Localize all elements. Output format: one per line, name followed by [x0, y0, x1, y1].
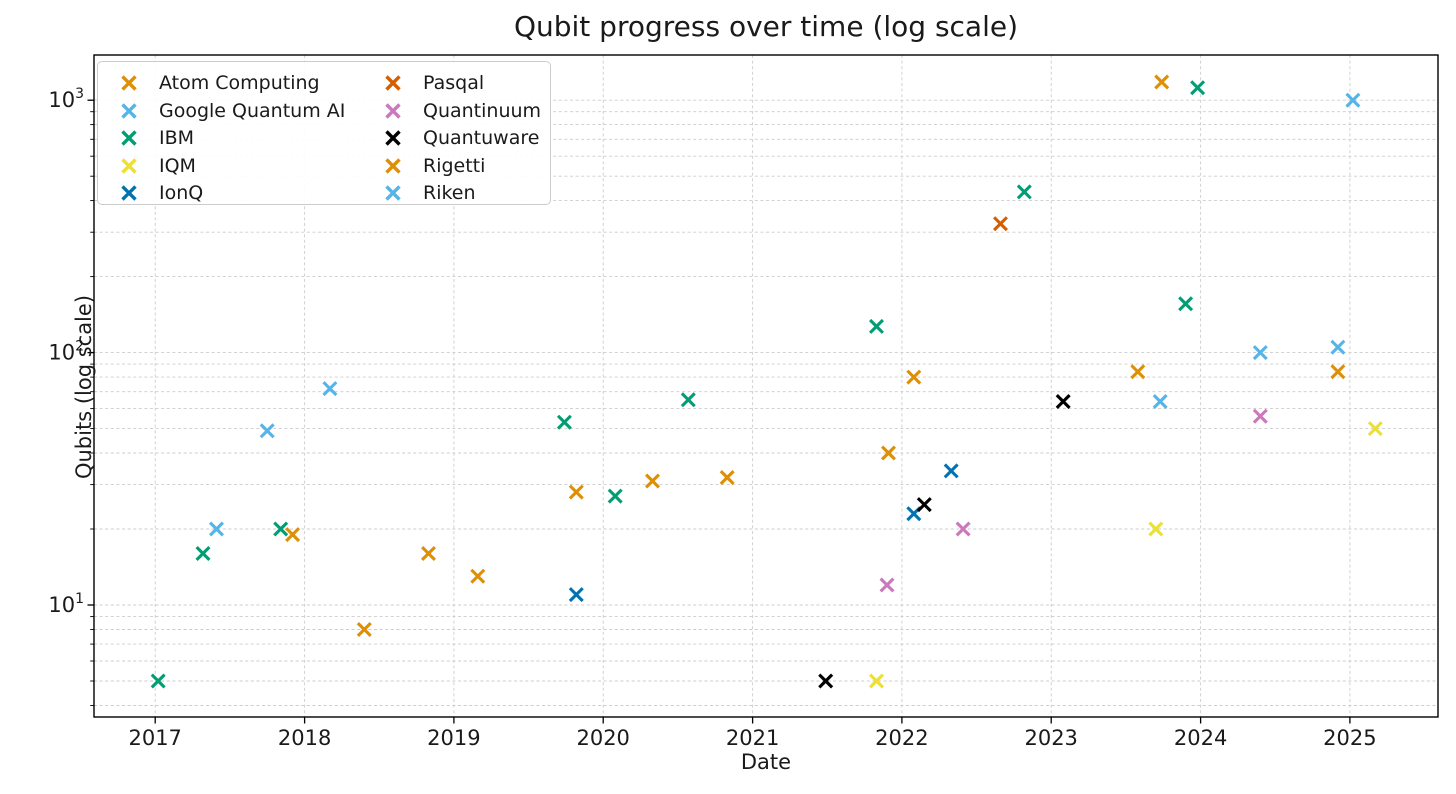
legend-label: IQM: [159, 154, 196, 177]
legend-entry-riken: Riken: [383, 179, 476, 207]
legend-marker-x-icon: [385, 158, 401, 174]
x-tick-label: 2020: [576, 726, 629, 750]
data-point-ibm: [680, 392, 696, 408]
data-point-quantuware: [818, 673, 834, 689]
y-axis-label: Qubits (log scale): [72, 294, 96, 480]
legend-marker-x-icon: [121, 102, 137, 119]
legend-entry-iqm: IQM: [119, 152, 196, 180]
data-point-ibm: [150, 673, 166, 689]
x-tick-label: 2025: [1323, 726, 1376, 750]
data-point-atom-computing: [1154, 74, 1170, 90]
data-point-riken: [1345, 92, 1361, 108]
data-point-google-quantum-ai: [322, 381, 338, 397]
plot-frame: [93, 54, 1439, 718]
data-point-google-quantum-ai: [1252, 345, 1268, 361]
x-tick-label: 2021: [726, 726, 779, 750]
legend-label: IBM: [159, 127, 195, 150]
x-tick-label: 2019: [427, 726, 480, 750]
data-point-ibm: [1178, 296, 1194, 312]
data-point-rigetti: [1130, 364, 1146, 380]
data-point-google-quantum-ai: [1330, 339, 1346, 355]
data-point-quantinuum: [955, 521, 971, 537]
data-point-ibm: [195, 546, 211, 561]
data-point-ionq: [568, 587, 584, 603]
data-point-rigetti: [470, 568, 486, 584]
x-tick-label: 2023: [1024, 726, 1077, 750]
data-point-rigetti: [356, 622, 372, 637]
legend-label: Pasqal: [423, 72, 485, 94]
data-point-google-quantum-ai: [209, 521, 224, 537]
y-tick-label: 101: [48, 591, 84, 617]
legend-marker-x-icon: [121, 75, 137, 91]
data-point-rigetti: [568, 484, 584, 500]
data-point-rigetti: [881, 445, 896, 461]
chart-title: Qubit progress over time (log scale): [513, 10, 1019, 43]
data-point-rigetti: [645, 473, 660, 489]
y-tick-label: 102: [48, 339, 84, 365]
legend-marker-x-icon: [121, 158, 137, 174]
data-point-riken: [1152, 394, 1168, 409]
data-point-ibm: [869, 318, 884, 334]
legend-label: IonQ: [159, 182, 204, 205]
data-point-ibm: [1016, 184, 1032, 200]
legend-entry-ibm: IBM: [119, 124, 194, 152]
data-point-rigetti: [421, 546, 436, 561]
legend-marker-x-icon: [385, 75, 401, 91]
legend-marker-x-icon: [121, 185, 137, 202]
legend-entry-pasqal: Pasqal: [383, 69, 484, 97]
x-tick-label: 2022: [875, 726, 928, 750]
legend-label: Quantuware: [423, 127, 540, 150]
legend-entry-quantuware: Quantuware: [383, 124, 539, 152]
legend-entry-google-quantum-ai: Google Quantum AI: [119, 97, 345, 125]
data-point-ibm: [556, 414, 572, 430]
legend-entry-atom-computing: Atom Computing: [119, 69, 320, 97]
data-point-iqm: [1367, 421, 1383, 437]
data-point-ionq: [943, 463, 959, 479]
data-point-ibm: [1190, 80, 1206, 96]
data-point-pasqal: [993, 216, 1008, 232]
y-tick-label: 103: [48, 86, 84, 112]
data-point-iqm: [869, 673, 884, 689]
data-point-quantinuum: [879, 577, 895, 593]
data-point-quantinuum: [1252, 408, 1268, 424]
legend-marker-x-icon: [385, 130, 401, 146]
data-point-iqm: [1148, 521, 1164, 537]
legend-marker-x-icon: [385, 185, 401, 202]
data-point-ibm: [607, 488, 623, 504]
legend-entry-ionq: IonQ: [119, 179, 203, 207]
data-point-quantuware: [1055, 394, 1071, 409]
legend-entry-quantinuum: Quantinuum: [383, 97, 541, 125]
legend-label: Rigetti: [423, 154, 486, 177]
x-tick-label: 2018: [278, 726, 331, 750]
data-point-rigetti: [1330, 364, 1346, 380]
legend-label: Riken: [423, 182, 476, 205]
legend: Atom Computing Google Quantum AI IBM IQM Ion…: [97, 61, 551, 205]
data-point-quantuware: [916, 497, 932, 513]
x-tick-label: 2017: [128, 726, 181, 750]
data-point-rigetti: [719, 470, 735, 485]
legend-entry-rigetti: Rigetti: [383, 152, 485, 180]
data-point-rigetti: [285, 527, 301, 543]
data-point-rigetti: [906, 369, 922, 385]
data-point-ibm: [273, 521, 289, 537]
legend-label: Quantinuum: [423, 99, 542, 122]
legend-label: Atom Computing: [159, 72, 320, 94]
legend-marker-x-icon: [385, 102, 401, 119]
legend-marker-x-icon: [121, 130, 137, 146]
x-axis-label: Date: [740, 750, 792, 774]
legend-label: Google Quantum AI: [159, 99, 346, 122]
x-tick-label: 2024: [1174, 726, 1227, 750]
data-point-google-quantum-ai: [259, 423, 275, 439]
